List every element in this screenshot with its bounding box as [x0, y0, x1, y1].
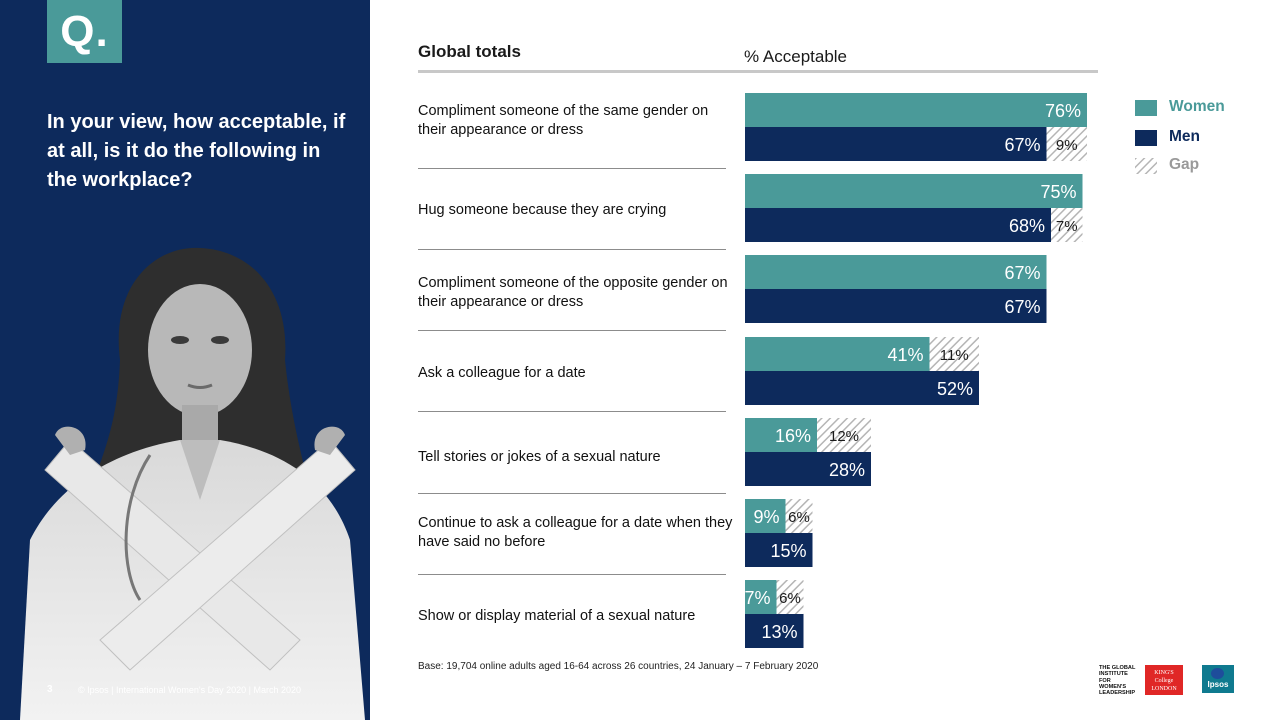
women-bar [745, 580, 777, 614]
men-bar [745, 371, 979, 405]
legend-label-men: Men [1169, 128, 1200, 145]
row-separator [418, 574, 726, 575]
category-label: Tell stories or jokes of a sexual nature [418, 449, 661, 465]
category-label: Hug someone because they are crying [418, 202, 667, 218]
ipsos-logo-mark [1211, 668, 1224, 679]
men-bar [745, 208, 1051, 242]
men-value-label: 67% [1004, 135, 1040, 155]
men-value-label: 52% [937, 379, 973, 399]
women-value-label: 75% [1040, 182, 1076, 202]
legend-swatch-men [1135, 130, 1157, 146]
women-value-label: 67% [1004, 263, 1040, 283]
men-bar [745, 614, 804, 648]
women-value-label: 16% [775, 426, 811, 446]
women-bar [745, 174, 1083, 208]
gap-label: 12% [829, 428, 859, 445]
row-separator [418, 493, 726, 494]
women-bar [745, 337, 930, 371]
footer-copyright: © Ipsos | International Women's Day 2020… [78, 685, 301, 695]
men-value-label: 28% [829, 460, 865, 480]
gap-label: 9% [1056, 137, 1078, 154]
men-value-label: 15% [770, 541, 806, 561]
women-bar [745, 418, 817, 452]
base-note: Base: 19,704 online adults aged 16-64 ac… [418, 661, 819, 672]
gap-bar [929, 337, 979, 371]
gap-label: 6% [779, 590, 801, 607]
women-bar [745, 255, 1047, 289]
gap-bar [776, 580, 804, 614]
kings-college-logo: KING'S College LONDON [1145, 665, 1183, 695]
question-badge: Q. [47, 0, 122, 63]
left-panel: Q. In your view, how acceptable, if at a… [0, 0, 370, 720]
header-rule [418, 70, 1098, 73]
legend-swatch-gap [1135, 158, 1157, 174]
legend-label-gap: Gap [1169, 156, 1200, 173]
category-label: Compliment someone of the opposite gende… [418, 275, 728, 310]
legend-swatch-women [1135, 100, 1157, 116]
page-number: 3 [47, 684, 53, 695]
women-bar [745, 93, 1087, 127]
legend-label-women: Women [1169, 98, 1225, 115]
row-separator [418, 411, 726, 412]
gap-bar [1046, 127, 1087, 161]
women-value-label: 41% [887, 345, 923, 365]
question-text: In your view, how acceptable, if at all,… [47, 111, 346, 191]
women-value-label: 76% [1045, 101, 1081, 121]
row-separator [418, 249, 726, 250]
women-value-label: 7% [744, 588, 770, 608]
category-label: Continue to ask a colleague for a date w… [418, 515, 733, 550]
gap-label: 11% [940, 347, 969, 364]
global-institute-logo: THE GLOBAL INSTITUTE FOR WOMEN'S LEADERS… [1099, 665, 1136, 697]
gap-bar [785, 499, 813, 533]
row-separator [418, 168, 726, 169]
men-bar [745, 533, 813, 567]
men-value-label: 13% [761, 622, 797, 642]
gap-bar [1051, 208, 1083, 242]
gap-label: 6% [788, 509, 810, 526]
women-bar [745, 499, 786, 533]
men-bar [745, 452, 871, 486]
gap-bar [817, 418, 871, 452]
men-value-label: 68% [1009, 216, 1045, 236]
chart-title: % Acceptable [744, 47, 848, 66]
section-title: Global totals [418, 42, 521, 61]
category-label: Show or display material of a sexual nat… [418, 608, 696, 624]
men-bar [745, 127, 1047, 161]
category-label: Ask a colleague for a date [418, 365, 586, 381]
men-bar [745, 289, 1047, 323]
row-separator [418, 330, 726, 331]
men-value-label: 67% [1004, 297, 1040, 317]
category-label: Compliment someone of the same gender on… [418, 103, 709, 138]
gap-label: 7% [1056, 218, 1078, 235]
women-value-label: 9% [753, 507, 779, 527]
woman-crossed-arms-photo [20, 247, 365, 720]
